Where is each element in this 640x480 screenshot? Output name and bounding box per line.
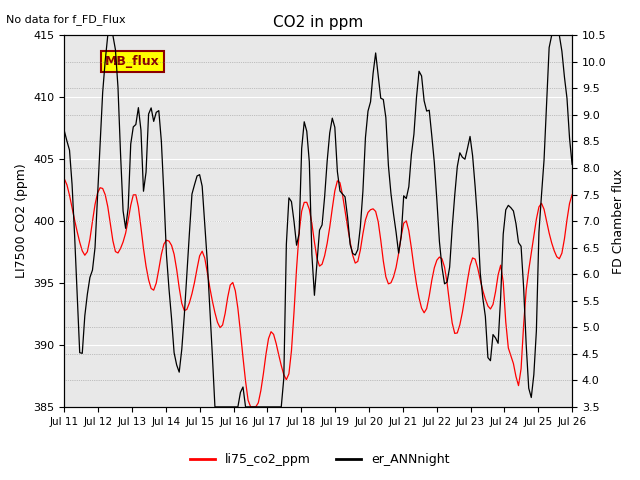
- Y-axis label: FD Chamber flux: FD Chamber flux: [612, 168, 625, 274]
- Title: CO2 in ppm: CO2 in ppm: [273, 15, 364, 30]
- Y-axis label: LI7500 CO2 (ppm): LI7500 CO2 (ppm): [15, 164, 28, 278]
- Text: MB_flux: MB_flux: [105, 55, 160, 68]
- Text: No data for f_FD_Flux: No data for f_FD_Flux: [6, 14, 126, 25]
- Legend: li75_co2_ppm, er_ANNnight: li75_co2_ppm, er_ANNnight: [186, 448, 454, 471]
